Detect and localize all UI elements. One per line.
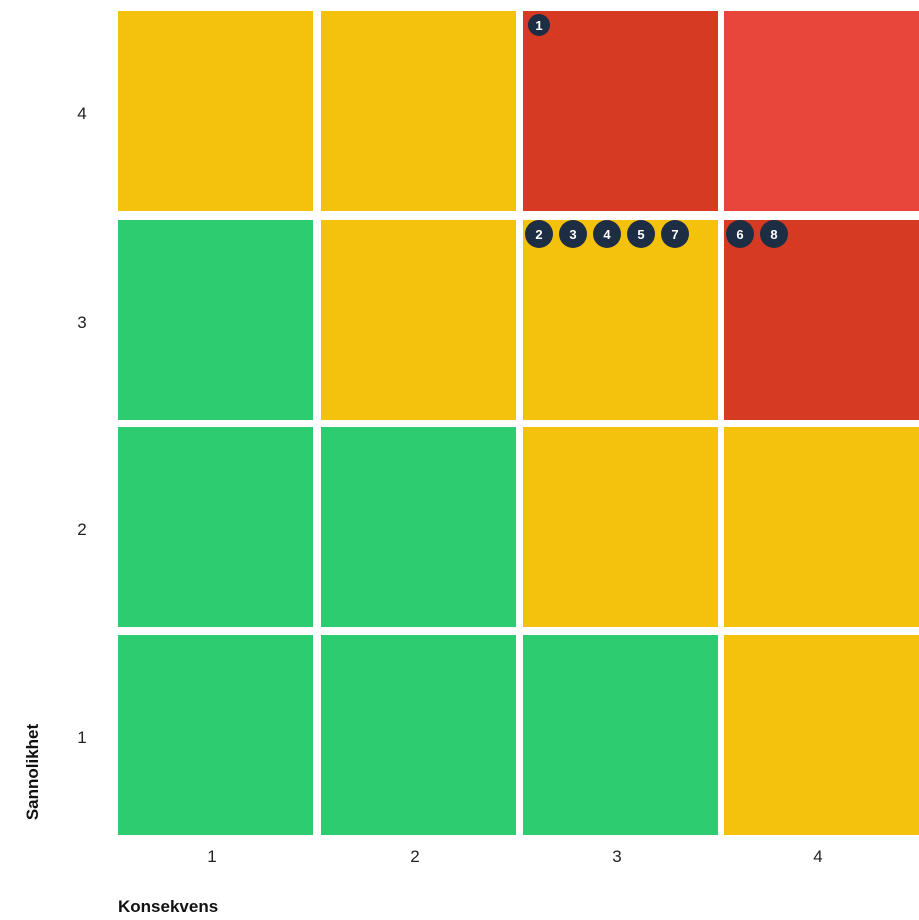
x-tick-label: 3 — [612, 847, 621, 866]
y-tick-label: 2 — [77, 520, 86, 539]
risk-marker-circle — [559, 220, 587, 248]
matrix-cell-1-3 — [118, 220, 313, 420]
matrix-cell-3-2 — [523, 427, 718, 627]
matrix-cell-1-1 — [118, 635, 313, 835]
risk-marker-circle — [528, 14, 550, 36]
matrix-cell-1-2 — [118, 427, 313, 627]
matrix-cell-3-3 — [523, 220, 718, 420]
matrix-cell-4-1 — [724, 635, 919, 835]
risk-marker[interactable]: 7 — [661, 220, 689, 248]
matrix-cell-4-3 — [724, 220, 919, 420]
matrix-cell-4-2 — [724, 427, 919, 627]
risk-marker-label: 1 — [535, 18, 542, 33]
risk-marker-circle — [661, 220, 689, 248]
risk-marker-circle — [627, 220, 655, 248]
risk-marker-label: 8 — [770, 227, 777, 242]
y-tick-label: 1 — [77, 728, 86, 747]
matrix-cell-2-3 — [321, 220, 516, 420]
risk-marker-label: 5 — [637, 227, 644, 242]
x-tick-label: 1 — [207, 847, 216, 866]
matrix-cell-3-4 — [523, 11, 718, 211]
risk-marker[interactable]: 5 — [627, 220, 655, 248]
matrix-cell-2-4 — [321, 11, 516, 211]
y-tick-label: 3 — [77, 313, 86, 332]
risk-marker[interactable]: 4 — [593, 220, 621, 248]
risk-marker[interactable]: 1 — [528, 14, 550, 36]
matrix-cell-2-2 — [321, 427, 516, 627]
matrix-cell-4-4 — [724, 11, 919, 211]
risk-marker[interactable]: 3 — [559, 220, 587, 248]
matrix-cell-2-1 — [321, 635, 516, 835]
x-tick-label: 2 — [410, 847, 419, 866]
risk-marker-label: 2 — [535, 227, 542, 242]
risk-marker-label: 3 — [569, 227, 576, 242]
risk-marker-circle — [525, 220, 553, 248]
x-axis-title: Konsekvens — [118, 897, 219, 916]
risk-marker-circle — [726, 220, 754, 248]
risk-marker-label: 6 — [736, 227, 743, 242]
risk-marker-label: 4 — [603, 227, 611, 242]
risk-marker-circle — [593, 220, 621, 248]
risk-marker[interactable]: 8 — [760, 220, 788, 248]
y-tick-label: 4 — [77, 104, 86, 123]
risk-marker[interactable]: 6 — [726, 220, 754, 248]
x-tick-label: 4 — [813, 847, 822, 866]
y-axis-title: Sannolikhet — [23, 723, 42, 821]
matrix-cell-1-4 — [118, 11, 313, 211]
matrix-cell-3-1 — [523, 635, 718, 835]
risk-marker-circle — [760, 220, 788, 248]
risk-marker-label: 7 — [671, 227, 678, 242]
risk-marker[interactable]: 2 — [525, 220, 553, 248]
